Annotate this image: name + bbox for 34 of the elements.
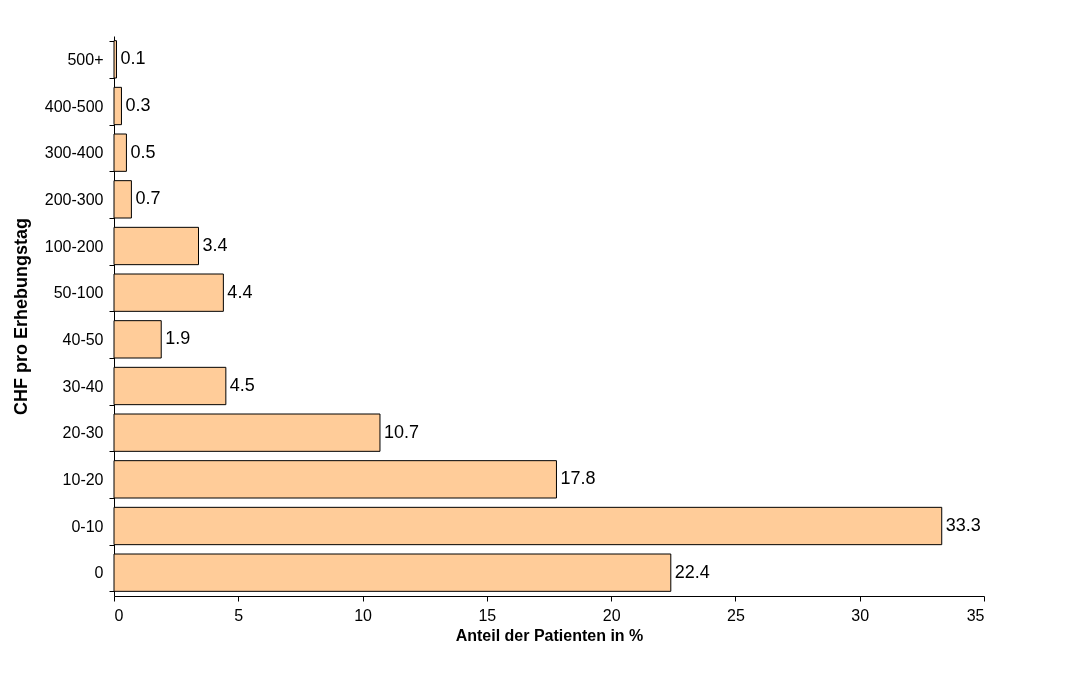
- data-label: 0.5: [130, 141, 156, 162]
- y-tick-label: 30-40: [62, 377, 104, 395]
- data-label: 3.4: [202, 235, 228, 255]
- data-label: 0.3: [125, 95, 151, 115]
- x-tick-label: 20: [602, 606, 621, 624]
- data-label: 17.8: [560, 468, 596, 489]
- y-tick-label: 500+: [67, 50, 104, 68]
- data-label: 10.7: [383, 421, 420, 442]
- data-label: 33.3: [945, 515, 981, 535]
- y-tick-label: 200-300: [44, 190, 104, 208]
- data-label: 1.9: [165, 328, 191, 349]
- x-tick-label: 30: [851, 606, 870, 624]
- x-axis-title: Anteil der Patienten in %: [455, 626, 644, 644]
- data-label: 4.5: [229, 375, 255, 395]
- y-tick-label: 0-10: [71, 517, 104, 535]
- data-label: 0.7: [135, 188, 161, 209]
- x-tick-label: 10: [354, 606, 373, 624]
- y-tick-label: 100-200: [44, 237, 104, 255]
- data-label: 0.1: [120, 48, 146, 69]
- y-tick-label: 300-400: [44, 144, 104, 162]
- data-label: 4.4: [227, 281, 253, 302]
- y-tick-label: 20-30: [62, 424, 104, 442]
- x-tick-label: 0: [114, 606, 124, 624]
- y-tick-label: 400-500: [44, 97, 104, 115]
- y-tick-label: 50-100: [53, 284, 104, 302]
- y-tick-label: 40-50: [62, 330, 104, 348]
- y-tick-label: 0: [94, 564, 104, 582]
- x-tick-label: 5: [234, 606, 244, 624]
- y-tick-label: 10-20: [62, 470, 104, 488]
- x-tick-label: 35: [966, 606, 985, 624]
- data-label: 22.4: [674, 561, 710, 582]
- y-axis-title: CHF pro Erhebungstag: [10, 218, 31, 415]
- x-tick-label: 25: [727, 606, 745, 624]
- x-tick-label: 15: [478, 606, 497, 624]
